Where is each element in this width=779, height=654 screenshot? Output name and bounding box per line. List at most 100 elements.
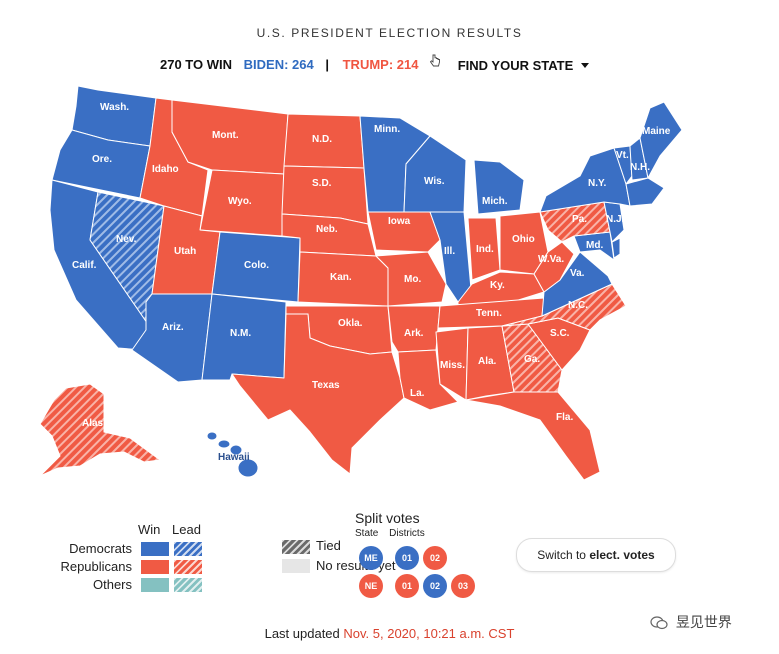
split-me-state[interactable]: ME bbox=[359, 546, 383, 570]
switch-to-electoral-votes-button[interactable]: Switch to elect. votes bbox=[516, 538, 676, 572]
label-nd: N.D. bbox=[312, 134, 332, 145]
label-me: Maine bbox=[642, 126, 671, 137]
label-tx: Texas bbox=[312, 380, 340, 391]
state-new-england-south[interactable] bbox=[625, 177, 665, 207]
legend-header: Win Lead bbox=[138, 522, 209, 537]
state-mi[interactable] bbox=[473, 159, 525, 215]
legend-no-results-swatch bbox=[282, 559, 310, 574]
legend-tied-label: Tied bbox=[316, 538, 341, 553]
switch-bold-label: elect. votes bbox=[589, 548, 655, 562]
split-votes-subheader: State Districts bbox=[355, 528, 425, 539]
state-fl[interactable] bbox=[465, 391, 601, 481]
state-wv[interactable] bbox=[533, 241, 575, 293]
label-wy: Wyo. bbox=[228, 196, 252, 207]
state-hi[interactable] bbox=[206, 431, 259, 478]
label-ak: Alaska bbox=[82, 418, 115, 429]
biden-total: BIDEN: 264 bbox=[243, 57, 314, 73]
label-ar: Ark. bbox=[404, 328, 424, 339]
trump-total: TRUMP: 214 bbox=[342, 57, 419, 73]
label-ok: Okla. bbox=[338, 318, 363, 329]
state-ak[interactable] bbox=[39, 383, 161, 477]
legend-tied-row: Tied bbox=[282, 538, 395, 554]
label-nc: N.C. bbox=[568, 300, 588, 311]
label-va: Va. bbox=[570, 268, 585, 279]
split-districts-label: Districts bbox=[389, 528, 425, 539]
label-md: Md. bbox=[586, 240, 603, 251]
legend-dem-lead-swatch bbox=[174, 541, 203, 556]
legend-no-results-label: No results yet bbox=[316, 557, 396, 573]
split-ne-state[interactable]: NE bbox=[359, 574, 383, 598]
label-ks: Kan. bbox=[330, 272, 352, 283]
state-la[interactable] bbox=[397, 349, 459, 411]
find-your-state-label: FIND YOUR STATE bbox=[457, 57, 574, 73]
state-me[interactable] bbox=[639, 101, 683, 179]
label-nv: Nev. bbox=[116, 234, 137, 245]
label-ky: Ky. bbox=[490, 280, 505, 291]
label-mt: Mont. bbox=[212, 130, 239, 141]
label-ut: Utah bbox=[174, 246, 196, 257]
legend-win-label: Win bbox=[138, 522, 161, 537]
watermark-text: 昱见世界 bbox=[675, 614, 732, 630]
label-tn: Tenn. bbox=[476, 308, 502, 319]
split-ne-d2[interactable]: 02 bbox=[423, 574, 447, 598]
label-ia: Iowa bbox=[388, 216, 411, 227]
switch-prefix: Switch to bbox=[537, 548, 590, 562]
label-wi: Wis. bbox=[424, 176, 445, 187]
find-your-state-dropdown[interactable]: FIND YOUR STATE bbox=[458, 57, 590, 73]
summary-separator: | bbox=[325, 57, 329, 73]
label-mo: Mo. bbox=[404, 274, 421, 285]
label-nm: N.M. bbox=[230, 328, 251, 339]
wechat-icon bbox=[650, 616, 668, 630]
split-votes: Split votes State Districts ME 01 02 NE … bbox=[355, 510, 475, 598]
split-me-d2[interactable]: 02 bbox=[423, 546, 447, 570]
split-ne-d1[interactable]: 01 bbox=[395, 574, 419, 598]
legend-lead-label: Lead bbox=[172, 522, 201, 537]
label-ne: Neb. bbox=[316, 224, 338, 235]
legend-row-others: Others bbox=[60, 576, 204, 592]
us-election-map: Wash. Ore. Calif. Nev. Idaho Mont. Wyo. … bbox=[39, 85, 683, 481]
split-ne-d3[interactable]: 03 bbox=[451, 574, 475, 598]
page-title: U.S. PRESIDENT ELECTION RESULTS bbox=[256, 26, 523, 40]
legend-rep-win-swatch bbox=[140, 559, 169, 574]
label-vt: Vt. bbox=[616, 150, 629, 161]
label-pa: Pa. bbox=[572, 214, 587, 225]
label-ca: Calif. bbox=[72, 260, 97, 271]
label-id: Idaho bbox=[152, 164, 179, 175]
label-il: Ill. bbox=[444, 246, 455, 257]
label-hi: Hawaii bbox=[218, 452, 250, 463]
label-wv: W.Va. bbox=[538, 254, 564, 265]
last-updated-date: Nov. 5, 2020, 10:21 a.m. CST bbox=[343, 626, 515, 641]
legend-others-label: Others bbox=[92, 577, 132, 593]
pointer-hand-icon bbox=[430, 54, 441, 67]
label-fl: Fla. bbox=[556, 412, 573, 423]
label-sc: S.C. bbox=[550, 328, 570, 339]
label-wa: Wash. bbox=[100, 102, 129, 113]
label-nh: N.H. bbox=[630, 162, 650, 173]
split-me-d1[interactable]: 01 bbox=[395, 546, 419, 570]
label-la: La. bbox=[410, 388, 425, 399]
state-de[interactable] bbox=[611, 237, 621, 259]
label-ga: Ga. bbox=[524, 354, 540, 365]
label-mn: Minn. bbox=[374, 124, 400, 135]
label-co: Colo. bbox=[244, 260, 269, 271]
state-mo[interactable] bbox=[375, 251, 447, 307]
state-nc[interactable] bbox=[501, 283, 627, 331]
label-sd: S.D. bbox=[312, 178, 332, 189]
legend-republicans-label: Republicans bbox=[60, 559, 132, 575]
label-mi: Mich. bbox=[482, 196, 508, 207]
results-summary: 270 TO WIN BIDEN: 264 | TRUMP: 214 FIND … bbox=[160, 54, 590, 73]
legend-tied-swatch bbox=[282, 539, 310, 554]
legend-row-democrats: Democrats bbox=[60, 540, 204, 556]
watermark: 昱见世界 bbox=[650, 612, 732, 632]
caret-down-icon bbox=[581, 62, 590, 68]
legend-democrats-label: Democrats bbox=[69, 541, 132, 557]
label-ny: N.Y. bbox=[588, 178, 607, 189]
legend-row-republicans: Republicans bbox=[60, 558, 204, 574]
label-oh: Ohio bbox=[512, 234, 535, 245]
last-updated: Last updated Nov. 5, 2020, 10:21 a.m. CS… bbox=[0, 626, 779, 641]
split-state-label: State bbox=[355, 528, 379, 539]
label-az: Ariz. bbox=[162, 322, 184, 333]
legend-rep-lead-swatch bbox=[174, 559, 203, 574]
label-ms: Miss. bbox=[440, 360, 465, 371]
state-tx[interactable] bbox=[231, 313, 405, 475]
